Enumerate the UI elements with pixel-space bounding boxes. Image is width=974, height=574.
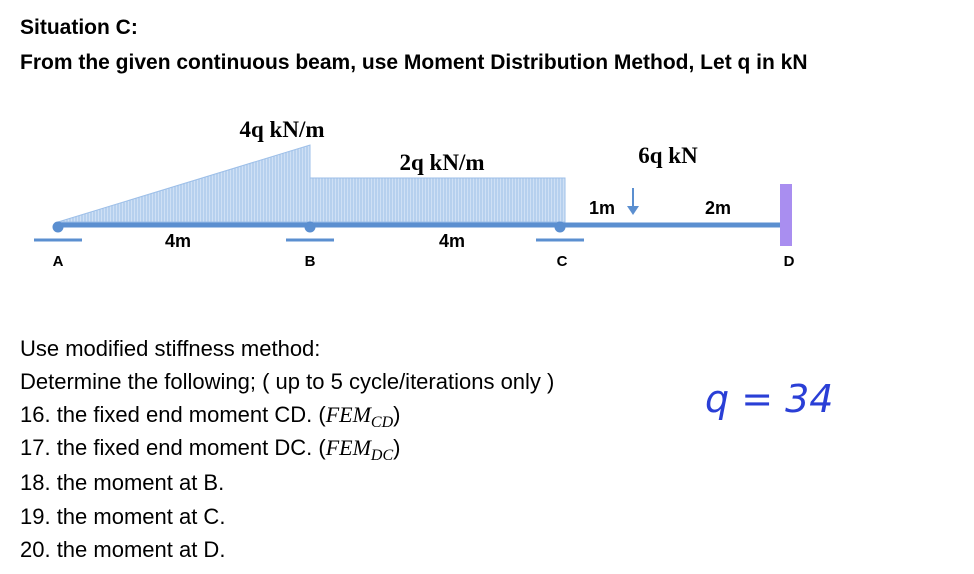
question-text: 16. the fixed end moment CD. ( xyxy=(20,402,326,427)
question-text: 17. the fixed end moment DC. ( xyxy=(20,435,326,460)
symbol: FEM xyxy=(325,435,373,460)
method: Use modified stiffness method: xyxy=(20,336,320,361)
handwritten-note: q = 34 xyxy=(705,377,833,421)
uniform-load-label: 2q kN/m xyxy=(400,150,485,175)
point-load-label: 6q kN xyxy=(638,143,698,168)
dimension: 4m xyxy=(439,231,465,251)
support-label: A xyxy=(53,253,64,270)
supports xyxy=(34,221,584,242)
subscript: DC xyxy=(370,447,394,464)
subscript: CD xyxy=(371,414,394,431)
dimension: 4m xyxy=(165,231,191,251)
symbol: FEM xyxy=(325,402,373,427)
triangular-load xyxy=(57,144,311,223)
close: ) xyxy=(393,402,400,427)
questions: 16. the fixed end moment CD. (FEMCD) 17.… xyxy=(20,402,400,562)
beam-diagram: 4q kN/m 2q kN/m 6q kN 4m 4m 1m 2m A B C … xyxy=(34,117,795,270)
title: Situation C: xyxy=(20,16,138,39)
support-label: B xyxy=(305,253,316,270)
support-label: C xyxy=(557,253,568,270)
question: 16. the fixed end moment CD. (FEMCD) xyxy=(20,402,400,431)
question: 17. the fixed end moment DC. (FEMDC) xyxy=(20,435,400,464)
close: ) xyxy=(393,435,400,460)
directive: Determine the following; ( up to 5 cycle… xyxy=(20,369,554,394)
fixed-wall xyxy=(780,184,792,246)
support-label: D xyxy=(784,253,795,270)
question: 20. the moment at D. xyxy=(20,537,225,562)
instruction: From the given continuous beam, use Mome… xyxy=(20,51,808,74)
question: 19. the moment at C. xyxy=(20,504,225,529)
dimension: 1m xyxy=(589,198,615,218)
question: 18. the moment at B. xyxy=(20,470,224,495)
uniform-load xyxy=(309,177,566,223)
dimension: 2m xyxy=(705,198,731,218)
triangular-load-label: 4q kN/m xyxy=(240,117,325,142)
arrow-head xyxy=(627,206,639,215)
